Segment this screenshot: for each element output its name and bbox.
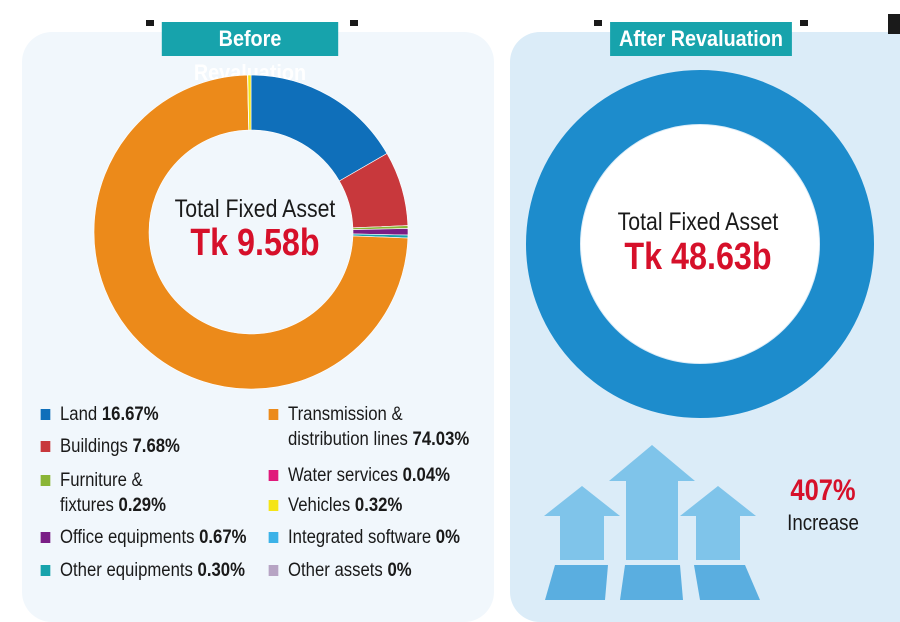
legend-item-other-assets: Other assets 0%: [268, 558, 412, 583]
donut-slice-transmission-distribution-lines: [93, 74, 409, 390]
donut-hole: [581, 125, 819, 363]
legend-swatch: [40, 409, 51, 420]
after-donut-chart: [526, 70, 874, 418]
legend-value: 16.67%: [101, 404, 159, 425]
tag-notch: [800, 20, 808, 26]
before-center-value: Tk 9.58b: [190, 222, 320, 264]
increase-arrows-graphic: [544, 445, 760, 600]
legend-value: 0.04%: [402, 465, 451, 486]
legend-value: 0.32%: [354, 495, 403, 516]
tag-notch: [146, 20, 154, 26]
legend-item-office-equipments: Office equipments 0.67%: [40, 525, 247, 550]
legend-label: distribution lines: [288, 429, 408, 450]
legend-swatch: [268, 532, 279, 543]
before-donut-chart: [93, 74, 409, 390]
after-center-label: Total Fixed Asset: [617, 208, 779, 236]
legend-value: 0%: [387, 560, 412, 581]
before-center-label: Total Fixed Asset: [174, 195, 336, 223]
arrow-left: [544, 486, 620, 560]
before-revaluation-header: Before Revaluation: [161, 22, 339, 85]
legend-swatch: [268, 565, 279, 576]
legend-swatch: [268, 409, 279, 420]
legend-value: 0.29%: [118, 495, 166, 516]
legend-label: Furniture &: [60, 470, 143, 491]
tag-notch: [594, 20, 602, 26]
legend-value: 7.68%: [132, 436, 180, 457]
legend-value: 0%: [435, 527, 460, 548]
legend-item-other-equipments: Other equipments 0.30%: [40, 558, 245, 583]
legend-swatch: [40, 441, 51, 452]
legend-label: Vehicles: [288, 495, 351, 516]
arrow-right: [680, 486, 756, 560]
legend-value: 0.67%: [199, 527, 247, 548]
legend-label: Other assets: [288, 560, 383, 581]
legend-item-water-services: Water services 0.04%: [268, 463, 451, 488]
arrow-base-2: [620, 565, 683, 600]
legend-item-furniture-fixtures: Furniture & fixtures 0.29%: [40, 468, 166, 518]
increase-percent: 407%: [790, 474, 856, 507]
legend-label: Land: [60, 404, 98, 425]
legend-label: Integrated software: [288, 527, 432, 548]
increase-label: Increase: [787, 510, 859, 535]
arrow-middle: [609, 445, 695, 560]
tag-notch: [888, 14, 900, 34]
legend-label: Office equipments: [60, 527, 195, 548]
legend-value: 74.03%: [412, 429, 470, 450]
tag-notch: [350, 20, 358, 26]
legend-swatch: [40, 475, 51, 486]
after-revaluation-header: After Revaluation: [610, 22, 792, 56]
legend-swatch: [40, 565, 51, 576]
legend-label: Transmission &: [288, 404, 403, 425]
legend-label: Water services: [288, 465, 398, 486]
after-center-value: Tk 48.63b: [624, 236, 772, 278]
legend-item-vehicles: Vehicles 0.32%: [268, 493, 403, 518]
legend-item-integrated-software: Integrated software 0%: [268, 525, 460, 550]
legend-swatch: [268, 500, 279, 511]
revaluation-charts: [93, 70, 874, 600]
legend-label: Buildings: [60, 436, 128, 457]
legend-item-land: Land 16.67%: [40, 402, 159, 427]
legend-item-buildings: Buildings 7.68%: [40, 434, 180, 459]
legend-label: Other equipments: [60, 560, 193, 581]
legend-item-transmission-distribution-lines: Transmission & distribution lines 74.03%: [268, 402, 470, 452]
legend-label: fixtures: [60, 495, 114, 516]
legend-swatch: [40, 532, 51, 543]
arrow-base-3: [694, 565, 760, 600]
donut-slice-total-fixed-asset: [526, 70, 874, 418]
arrow-base-1: [545, 565, 608, 600]
donut-slice-vehicles: [247, 74, 252, 131]
legend-swatch: [268, 470, 279, 481]
legend-value: 0.30%: [197, 560, 245, 581]
